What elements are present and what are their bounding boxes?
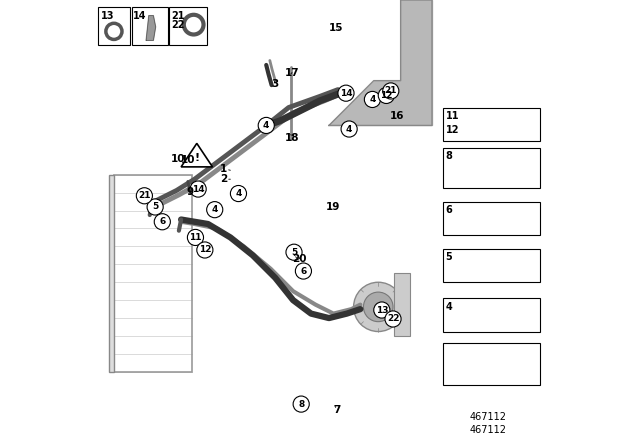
Text: 13: 13 <box>100 11 114 21</box>
Circle shape <box>258 117 275 134</box>
FancyBboxPatch shape <box>109 175 114 372</box>
FancyBboxPatch shape <box>443 249 540 282</box>
Text: 9: 9 <box>186 187 193 197</box>
Text: 4: 4 <box>212 205 218 214</box>
Circle shape <box>286 244 302 260</box>
Circle shape <box>136 188 152 204</box>
Circle shape <box>378 87 394 103</box>
Text: 6: 6 <box>159 217 165 226</box>
Text: 5: 5 <box>445 252 452 262</box>
Text: 19: 19 <box>325 202 340 212</box>
Text: 21: 21 <box>172 11 185 21</box>
Text: 10: 10 <box>180 155 195 165</box>
Text: 3: 3 <box>271 79 279 89</box>
FancyBboxPatch shape <box>169 7 207 45</box>
FancyBboxPatch shape <box>443 108 540 141</box>
Circle shape <box>338 85 354 101</box>
Text: 11: 11 <box>445 111 459 121</box>
FancyBboxPatch shape <box>443 148 540 188</box>
Circle shape <box>154 214 170 230</box>
Text: 10: 10 <box>171 154 186 164</box>
Circle shape <box>197 242 213 258</box>
Circle shape <box>374 302 390 318</box>
Text: 13: 13 <box>376 306 388 314</box>
Text: 12: 12 <box>445 125 459 134</box>
Text: 467112: 467112 <box>470 425 506 435</box>
Circle shape <box>230 185 246 202</box>
Circle shape <box>296 263 312 279</box>
Circle shape <box>383 83 399 99</box>
Circle shape <box>341 121 357 137</box>
Text: 21: 21 <box>138 191 150 200</box>
Circle shape <box>147 199 163 215</box>
Circle shape <box>188 229 204 246</box>
Text: 14: 14 <box>192 185 204 194</box>
Text: 22: 22 <box>387 314 399 323</box>
Text: 8: 8 <box>298 400 304 409</box>
Circle shape <box>364 91 380 108</box>
Circle shape <box>353 282 403 332</box>
FancyBboxPatch shape <box>443 202 540 235</box>
Polygon shape <box>329 0 432 125</box>
Text: 4: 4 <box>369 95 376 104</box>
Text: 14: 14 <box>340 89 352 98</box>
Text: 18: 18 <box>285 133 300 143</box>
Text: 4: 4 <box>445 302 452 311</box>
FancyBboxPatch shape <box>132 7 168 45</box>
Circle shape <box>189 20 198 29</box>
Text: !: ! <box>194 153 200 163</box>
FancyBboxPatch shape <box>99 7 130 45</box>
FancyBboxPatch shape <box>443 343 540 385</box>
Text: 4: 4 <box>236 189 242 198</box>
Polygon shape <box>146 16 156 40</box>
Text: 22: 22 <box>172 20 185 30</box>
Text: 21: 21 <box>385 86 397 95</box>
Text: 15: 15 <box>328 23 343 33</box>
Text: 11: 11 <box>189 233 202 242</box>
Text: 467112: 467112 <box>470 412 506 422</box>
Text: 6: 6 <box>300 267 307 276</box>
Circle shape <box>106 23 122 39</box>
Text: 12: 12 <box>380 91 392 100</box>
Text: 1: 1 <box>220 164 227 174</box>
FancyBboxPatch shape <box>443 298 540 332</box>
Circle shape <box>385 311 401 327</box>
Text: 16: 16 <box>390 111 404 121</box>
Text: 8: 8 <box>445 151 452 161</box>
Text: 17: 17 <box>285 68 300 78</box>
Polygon shape <box>181 143 212 167</box>
Text: 5: 5 <box>291 248 297 257</box>
Text: 4: 4 <box>263 121 269 130</box>
Text: 4: 4 <box>346 125 352 134</box>
Text: 20: 20 <box>292 254 306 264</box>
Text: 14: 14 <box>133 11 147 21</box>
Circle shape <box>364 292 393 322</box>
Circle shape <box>190 181 206 197</box>
Circle shape <box>293 396 309 412</box>
Text: 7: 7 <box>333 405 340 415</box>
Text: 6: 6 <box>445 205 452 215</box>
Circle shape <box>207 202 223 218</box>
Circle shape <box>184 15 204 34</box>
Circle shape <box>109 27 118 36</box>
Text: 5: 5 <box>152 202 158 211</box>
Text: 12: 12 <box>198 246 211 254</box>
Text: 2: 2 <box>220 174 227 184</box>
FancyBboxPatch shape <box>394 273 410 336</box>
